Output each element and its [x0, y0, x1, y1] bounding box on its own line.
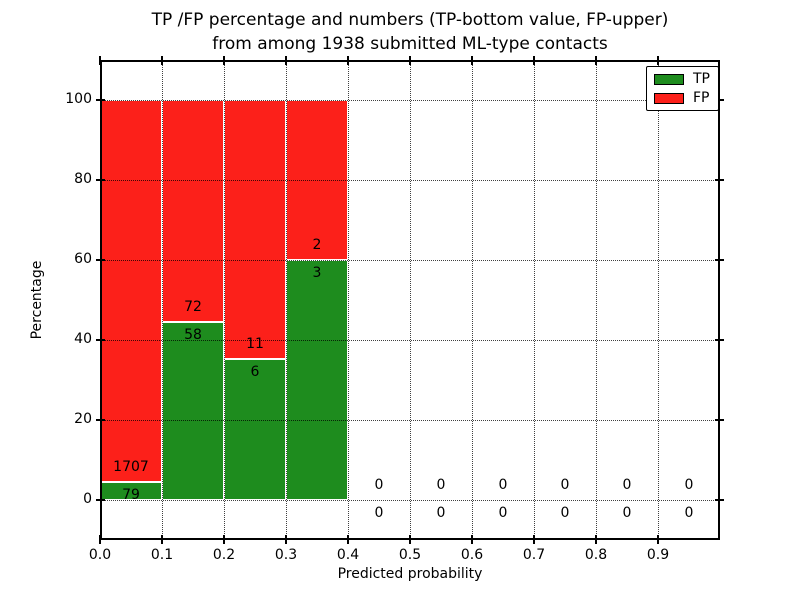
- y-tick-mark-left: [96, 259, 105, 261]
- y-tick-mark-left: [96, 179, 105, 181]
- x-tick-mark-top: [161, 56, 163, 65]
- tp-count-label: 6: [250, 363, 260, 380]
- grid-line-vertical: [472, 60, 473, 540]
- x-tick-label: 0.9: [646, 547, 670, 563]
- x-tick-mark-bottom: [533, 535, 535, 544]
- y-tick-label: 80: [74, 171, 92, 187]
- axis-spine-left: [100, 60, 102, 540]
- x-tick-mark-bottom: [409, 535, 411, 544]
- x-tick-label: 0.0: [88, 547, 112, 563]
- x-tick-mark-bottom: [471, 535, 473, 544]
- x-tick-mark-bottom: [223, 535, 225, 544]
- x-tick-mark-top: [657, 56, 659, 65]
- fp-count-label: 11: [246, 335, 264, 352]
- tp-count-label: 58: [184, 326, 202, 343]
- axis-spine-right: [718, 60, 720, 540]
- y-tick-mark-left: [96, 419, 105, 421]
- tp-count-label: 0: [374, 505, 384, 521]
- bar-segment-tp: [162, 321, 224, 500]
- x-tick-mark-bottom: [161, 535, 163, 544]
- y-tick-mark-right: [715, 499, 724, 501]
- x-tick-label: 0.6: [460, 547, 484, 563]
- x-tick-mark-bottom: [595, 535, 597, 544]
- x-tick-mark-top: [347, 56, 349, 65]
- x-tick-mark-top: [223, 56, 225, 65]
- tp-count-label: 0: [560, 505, 570, 521]
- legend-entry: FP: [654, 91, 710, 105]
- chart-title-line2: from among 1938 submitted ML-type contac…: [212, 34, 608, 54]
- grid-line-vertical: [534, 60, 535, 540]
- x-tick-label: 0.7: [522, 547, 546, 563]
- bar-segment-tp: [224, 358, 286, 500]
- fp-count-label: 0: [498, 477, 508, 493]
- grid-line-vertical: [162, 60, 163, 540]
- x-tick-mark-top: [99, 56, 101, 65]
- legend-label: TP: [693, 71, 710, 87]
- plot-area: 1707 79 72 58 11 6 2 3 0 0 0 0 0 0 0 0 0 0 0 0: [96, 56, 724, 544]
- y-tick-mark-right: [715, 339, 724, 341]
- x-tick-label: 0.4: [336, 547, 360, 563]
- chart-title-line1: TP /FP percentage and numbers (TP-bottom…: [151, 10, 669, 30]
- grid-line-vertical: [410, 60, 411, 540]
- x-tick-mark-top: [471, 56, 473, 65]
- y-axis-title: Percentage: [29, 260, 45, 340]
- bar-segment-fp: [162, 100, 224, 322]
- chart-title: TP /FP percentage and numbers (TP-bottom…: [100, 8, 720, 56]
- y-tick-mark-left: [96, 499, 105, 501]
- bar-segment-fp: [100, 100, 162, 483]
- x-tick-mark-bottom: [657, 535, 659, 544]
- fp-count-label: 0: [622, 477, 632, 493]
- tp-count-label: 3: [312, 265, 322, 281]
- x-tick-mark-bottom: [99, 535, 101, 544]
- tp-count-label: 79: [122, 487, 140, 504]
- x-tick-mark-top: [533, 56, 535, 65]
- grid-line-vertical: [286, 60, 287, 540]
- y-tick-mark-left: [96, 99, 105, 101]
- legend: TP FP: [646, 66, 719, 111]
- y-tick-mark-right: [715, 99, 724, 101]
- grid-line-vertical: [658, 60, 659, 540]
- x-tick-mark-bottom: [285, 535, 287, 544]
- grid-line-vertical: [596, 60, 597, 540]
- x-tick-mark-top: [409, 56, 411, 65]
- legend-swatch-icon: [654, 92, 684, 104]
- x-tick-label: 0.2: [212, 547, 236, 563]
- x-tick-mark-top: [285, 56, 287, 65]
- legend-label: FP: [693, 90, 710, 106]
- x-axis-title: Predicted probability: [337, 566, 483, 582]
- tp-count-label: 0: [498, 505, 508, 521]
- x-tick-label: 0.1: [150, 547, 174, 563]
- bar-segment-fp: [224, 100, 286, 359]
- y-tick-label: 0: [83, 491, 92, 507]
- y-tick-label: 60: [74, 251, 92, 267]
- fp-count-label: 0: [684, 477, 694, 493]
- tp-count-label: 0: [436, 505, 446, 521]
- x-tick-mark-top: [595, 56, 597, 65]
- fp-count-label: 72: [184, 298, 202, 315]
- y-tick-label: 40: [74, 331, 92, 347]
- x-tick-label: 0.8: [584, 547, 608, 563]
- y-tick-label: 20: [74, 411, 92, 427]
- grid-line-vertical: [224, 60, 225, 540]
- y-tick-label: 100: [65, 91, 92, 107]
- fp-count-label: 0: [436, 477, 446, 493]
- y-tick-mark-right: [715, 419, 724, 421]
- fp-count-label: 0: [374, 477, 384, 493]
- grid-line-vertical: [348, 60, 349, 540]
- x-tick-label: 0.3: [274, 547, 298, 563]
- x-tick-mark-bottom: [347, 535, 349, 544]
- y-tick-mark-right: [715, 259, 724, 261]
- x-tick-label: 0.5: [398, 547, 422, 563]
- fp-count-label: 1707: [113, 459, 149, 476]
- fp-count-label: 2: [312, 237, 322, 253]
- legend-entry: TP: [654, 72, 710, 86]
- y-tick-mark-left: [96, 339, 105, 341]
- fp-count-label: 0: [560, 477, 570, 493]
- y-tick-mark-right: [715, 179, 724, 181]
- bar-segment-tp: [286, 260, 348, 500]
- tp-count-label: 0: [622, 505, 632, 521]
- legend-swatch-icon: [654, 73, 684, 85]
- tp-count-label: 0: [684, 505, 694, 521]
